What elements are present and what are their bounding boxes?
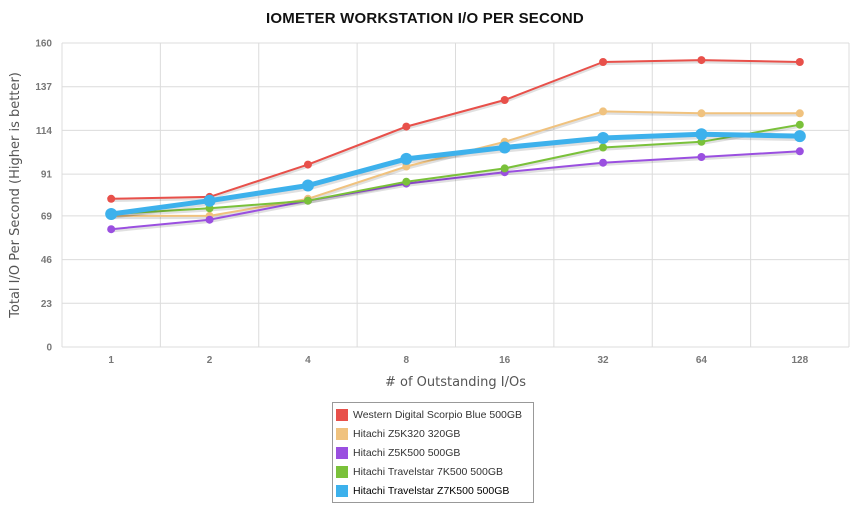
y-tick-labels: 0 23 46 69 91 114 137 160 — [35, 39, 52, 354]
x-tick-labels: 1 2 4 8 16 32 64 128 — [108, 355, 808, 366]
x-tick-label: 8 — [404, 355, 410, 366]
series-line-shadow — [111, 60, 800, 203]
data-point — [697, 109, 706, 118]
data-point — [597, 132, 610, 144]
legend-swatch — [336, 408, 348, 421]
data-point — [793, 130, 806, 143]
legend-item[interactable]: Hitachi Travelstar Z7K500 500GB — [336, 481, 530, 500]
data-point — [500, 96, 509, 104]
y-tick-label: 0 — [46, 343, 52, 354]
grid-layer — [61, 42, 850, 348]
y-tick-label: 46 — [41, 255, 53, 266]
x-tick-label: 32 — [598, 355, 610, 366]
data-point — [500, 164, 509, 173]
legend-item[interactable]: Hitachi Z5K320 320GB — [336, 424, 530, 443]
legend-item[interactable]: Hitachi Z5K500 500GB — [336, 443, 530, 462]
data-point — [107, 194, 116, 203]
series-line — [111, 123, 800, 215]
series-line-shadow — [111, 152, 800, 233]
x-axis-label: # of Outstanding I/Os — [385, 375, 526, 390]
data-point — [599, 143, 608, 152]
data-point — [303, 160, 312, 169]
data-point — [105, 208, 118, 220]
data-point — [301, 179, 314, 192]
chart-title: IOMETER WORKSTATION I/O PER SECOND — [266, 10, 584, 27]
series-layer — [105, 56, 806, 234]
data-point — [203, 194, 216, 207]
y-tick-label: 160 — [35, 39, 52, 50]
data-point — [697, 56, 706, 65]
legend-label: Hitachi Travelstar Z7K500 500GB — [353, 484, 510, 497]
data-point — [498, 141, 511, 154]
legend-swatch — [336, 465, 348, 478]
x-tick-label: 64 — [696, 355, 708, 366]
legend-label: Hitachi Z5K320 320GB — [353, 427, 461, 440]
series-line-shadow — [111, 125, 801, 218]
y-tick-label: 137 — [35, 82, 52, 93]
y-tick-label: 91 — [41, 170, 53, 181]
legend-label: Western Digital Scorpio Blue 500GB — [353, 408, 523, 421]
legend-item[interactable]: Western Digital Scorpio Blue 500GB — [336, 405, 530, 424]
legend: Western Digital Scorpio Blue 500GB Hitach… — [332, 402, 534, 503]
y-tick-label: 23 — [41, 299, 53, 310]
x-tick-label: 16 — [499, 355, 511, 366]
data-point — [795, 58, 804, 66]
data-point — [402, 122, 411, 131]
y-axis-label: Total I/O Per Second (Higher is better) — [8, 72, 23, 319]
x-tick-label: 4 — [305, 355, 311, 366]
y-tick-label: 114 — [36, 126, 53, 137]
legend-swatch — [336, 484, 348, 497]
series-5 — [105, 128, 806, 220]
data-point — [402, 177, 411, 186]
data-point — [599, 58, 608, 66]
data-point — [795, 147, 804, 156]
legend-label: Hitachi Z5K500 500GB — [353, 446, 461, 459]
data-point — [795, 109, 804, 118]
data-point — [697, 153, 706, 161]
x-tick-label: 128 — [791, 355, 808, 366]
data-point — [205, 215, 214, 224]
data-point — [303, 196, 312, 205]
data-point — [795, 120, 804, 129]
series-line — [111, 59, 800, 200]
legend-swatch — [336, 427, 348, 440]
legend-swatch — [336, 446, 348, 459]
legend-item[interactable]: Hitachi Travelstar 7K500 500GB — [336, 462, 530, 481]
data-point — [599, 158, 608, 167]
x-tick-label: 2 — [207, 355, 213, 366]
legend-label: Hitachi Travelstar 7K500 500GB — [353, 465, 503, 478]
series-line — [111, 150, 800, 231]
y-tick-label: 69 — [41, 211, 53, 222]
data-point — [107, 225, 116, 234]
x-tick-label: 1 — [108, 355, 114, 366]
data-point — [599, 107, 608, 116]
data-point — [695, 128, 708, 141]
series-line — [110, 131, 800, 217]
data-point — [400, 152, 413, 165]
series-line-shadow — [111, 112, 800, 220]
